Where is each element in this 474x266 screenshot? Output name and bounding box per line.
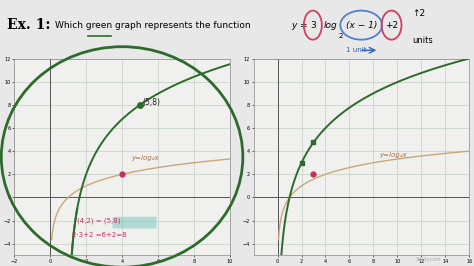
- Text: (4,2) = (5,8): (4,2) = (5,8): [77, 218, 120, 225]
- Text: (x − 1): (x − 1): [346, 21, 377, 30]
- Text: Which green graph represents the function: Which green graph represents the functio…: [55, 21, 250, 30]
- Text: 1 unit: 1 unit: [346, 47, 366, 53]
- Text: =: =: [299, 21, 306, 30]
- Text: Study.com: Study.com: [415, 257, 441, 262]
- Text: units: units: [412, 36, 433, 45]
- Text: y=log₂x: y=log₂x: [131, 155, 159, 161]
- Text: Ex. 1:: Ex. 1:: [7, 18, 51, 32]
- Text: (5,8): (5,8): [143, 98, 161, 107]
- FancyBboxPatch shape: [112, 217, 157, 228]
- Text: y: y: [292, 21, 297, 30]
- Text: 2·3+2 =6+2=8: 2·3+2 =6+2=8: [72, 232, 127, 238]
- Text: ↑2: ↑2: [412, 10, 426, 18]
- Text: +2: +2: [385, 21, 398, 30]
- Text: log: log: [323, 21, 337, 30]
- Text: 2: 2: [338, 33, 343, 39]
- Text: y=log₂x: y=log₂x: [379, 152, 407, 158]
- Text: 3: 3: [310, 21, 316, 30]
